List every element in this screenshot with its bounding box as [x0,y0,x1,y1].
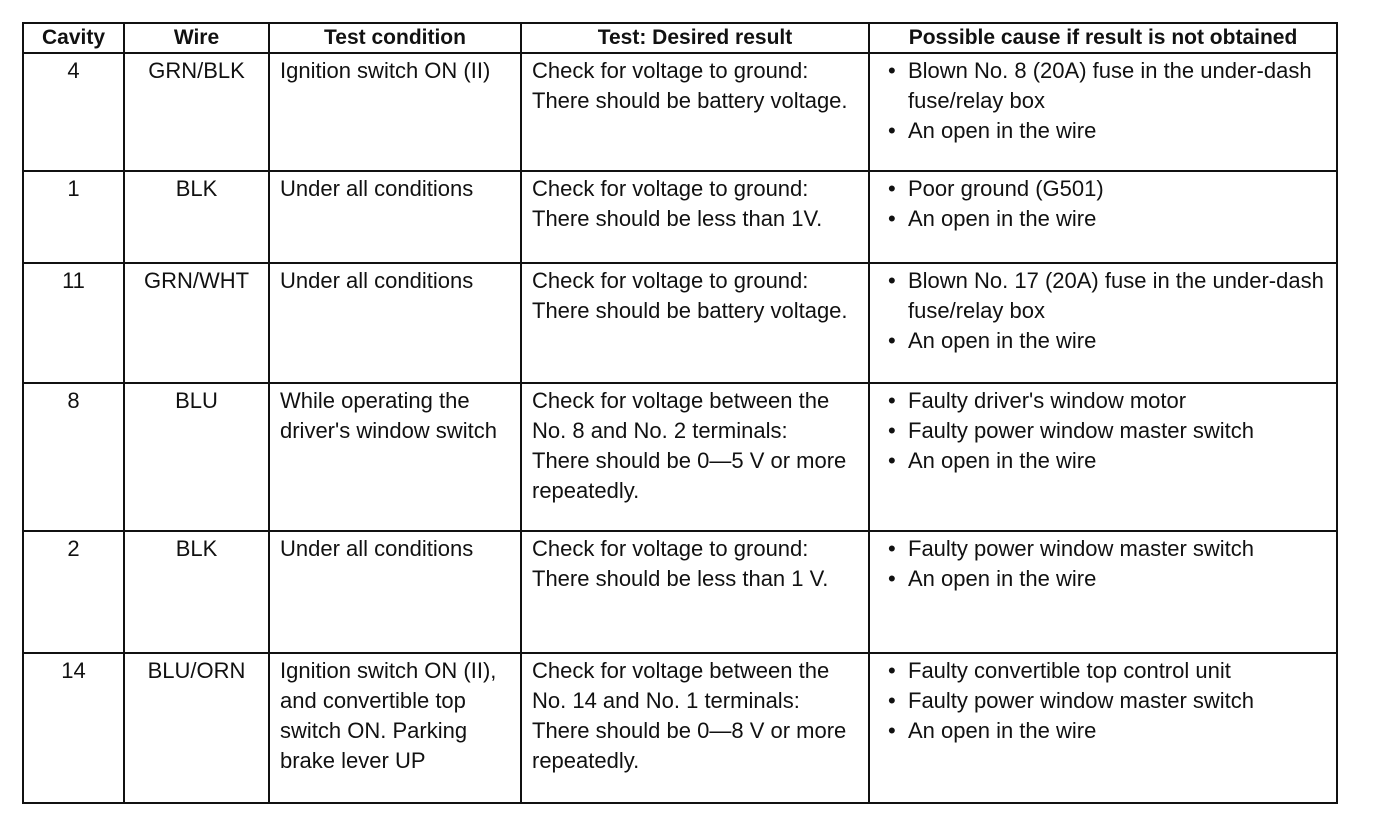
header-cavity: Cavity [22,22,125,54]
cause-item: Faulty driver's window motor [888,386,1326,416]
cavity-cell: 14 [22,652,125,804]
condition-cell: Under all conditions [268,530,522,654]
cause-cell: Faulty power window master switchAn open… [868,530,1338,654]
cause-cell: Faulty convertible top control unitFault… [868,652,1338,804]
cause-item: Blown No. 8 (20A) fuse in the under-dash… [888,56,1326,116]
cause-item: Faulty power window master switch [888,686,1326,716]
result-cell: Check for voltage to ground: There should… [520,530,870,654]
result-line: There should be less than 1 V. [532,566,829,591]
cause-item: An open in the wire [888,716,1326,746]
result-cell: Check for voltage to ground: There should… [520,52,870,172]
table-row: 14 BLU/ORN Ignition switch ON (II), and co… [22,652,1338,804]
result-line: Check for voltage between the No. 14 and… [532,658,830,713]
cause-list: Faulty power window master switchAn open… [880,534,1326,594]
condition-cell: While operating the driver's window swit… [268,382,522,532]
cause-item: Faulty power window master switch [888,534,1326,564]
condition-cell: Ignition switch ON (II), and convertible… [268,652,522,804]
condition-cell: Under all conditions [268,170,522,264]
cause-item: An open in the wire [888,204,1326,234]
connector-test-table: Cavity Wire Test condition Test: Desired… [22,22,1338,804]
cavity-cell: 2 [22,530,125,654]
header-wire: Wire [123,22,270,54]
result-line: There should be 0—8 V or more repeatedly… [532,718,847,773]
cause-cell: Blown No. 8 (20A) fuse in the under-dash… [868,52,1338,172]
cavity-cell: 4 [22,52,125,172]
cause-item: Faulty power window master switch [888,416,1326,446]
cause-list: Faulty driver's window motorFaulty power… [880,386,1326,476]
header-row: Cavity Wire Test condition Test: Desired… [22,22,1338,54]
wire-cell: BLK [123,530,270,654]
wire-cell: BLK [123,170,270,264]
condition-cell: Ignition switch ON (II) [268,52,522,172]
table-row: 4 GRN/BLK Ignition switch ON (II) Check for… [22,52,1338,172]
condition-cell: Under all conditions [268,262,522,384]
result-line: There should be less than 1V. [532,206,823,231]
cause-item: Faulty convertible top control unit [888,656,1326,686]
wire-cell: GRN/WHT [123,262,270,384]
cause-list: Blown No. 17 (20A) fuse in the under-das… [880,266,1326,356]
result-line: Check for voltage to ground: [532,268,809,293]
table-row: 11 GRN/WHT Under all conditions Check for v… [22,262,1338,384]
header-desired-result: Test: Desired result [520,22,870,54]
cavity-cell: 11 [22,262,125,384]
header-test-condition: Test condition [268,22,522,54]
wire-cell: BLU/ORN [123,652,270,804]
cavity-cell: 8 [22,382,125,532]
result-line: Check for voltage between the No. 8 and … [532,388,830,443]
result-cell: Check for voltage between the No. 8 and … [520,382,870,532]
cause-item: An open in the wire [888,326,1326,356]
cause-item: An open in the wire [888,446,1326,476]
table-row: 1 BLK Under all conditions Check for voltag… [22,170,1338,264]
cause-item: An open in the wire [888,564,1326,594]
cause-item: An open in the wire [888,116,1326,146]
cause-cell: Poor ground (G501)An open in the wire [868,170,1338,264]
cause-list: Blown No. 8 (20A) fuse in the under-dash… [880,56,1326,146]
result-line: Check for voltage to ground: [532,58,809,83]
cavity-cell: 1 [22,170,125,264]
cause-list: Faulty convertible top control unitFault… [880,656,1326,746]
cause-list: Poor ground (G501)An open in the wire [880,174,1326,234]
table-row: 8 BLU While operating the driver's window … [22,382,1338,532]
result-line: Check for voltage to ground: [532,176,809,201]
cause-cell: Faulty driver's window motorFaulty power… [868,382,1338,532]
wire-cell: GRN/BLK [123,52,270,172]
result-cell: Check for voltage between the No. 14 and… [520,652,870,804]
result-cell: Check for voltage to ground: There should… [520,170,870,264]
cause-item: Poor ground (G501) [888,174,1326,204]
cause-cell: Blown No. 17 (20A) fuse in the under-das… [868,262,1338,384]
header-possible-cause: Possible cause if result is not obtained [868,22,1338,54]
result-line: There should be battery voltage. [532,298,848,323]
result-cell: Check for voltage to ground: There should… [520,262,870,384]
result-line: Check for voltage to ground: [532,536,809,561]
result-line: There should be battery voltage. [532,88,848,113]
cause-item: Blown No. 17 (20A) fuse in the under-das… [888,266,1326,326]
wire-cell: BLU [123,382,270,532]
table-row: 2 BLK Under all conditions Check for voltag… [22,530,1338,654]
result-line: There should be 0—5 V or more repeatedly… [532,448,847,503]
